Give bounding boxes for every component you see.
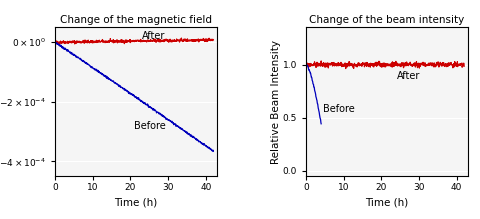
Text: Before: Before (323, 104, 355, 115)
Text: After: After (142, 31, 165, 41)
Text: After: After (396, 71, 420, 81)
Y-axis label: Relative Beam Intensity: Relative Beam Intensity (271, 40, 281, 164)
X-axis label: Time (h): Time (h) (365, 198, 408, 208)
X-axis label: Time (h): Time (h) (115, 198, 158, 208)
Title: Change of the beam intensity: Change of the beam intensity (310, 15, 465, 25)
Title: Change of the magnetic field: Change of the magnetic field (60, 15, 212, 25)
Text: Before: Before (134, 121, 166, 131)
